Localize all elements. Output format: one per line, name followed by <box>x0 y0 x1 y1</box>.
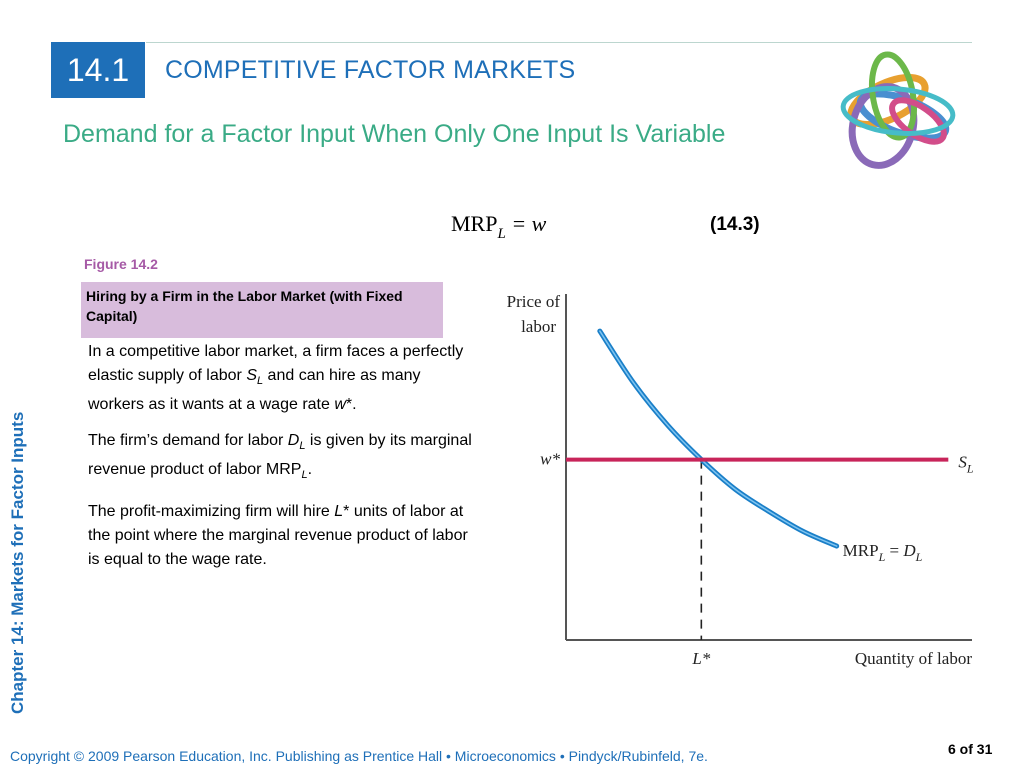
p1-text-b: and can hire as many workers as it wants… <box>88 367 421 414</box>
p1-italic-w: w <box>334 396 346 414</box>
p2-italic-d: D <box>287 432 300 450</box>
paragraph-1: In a competitive labor market, a firm fa… <box>88 340 478 417</box>
p1-text-end: *. <box>345 396 357 414</box>
p1-text-a: In a competitive labor market, a firm fa… <box>88 343 464 384</box>
figure-description: In a competitive labor market, a firm fa… <box>88 340 478 584</box>
paragraph-3: The profit-maximizing firm will hire L* … <box>88 500 478 572</box>
equation-subscript: L <box>497 226 506 242</box>
demand-label-equals: = <box>885 541 903 560</box>
p2-sub-l: L <box>299 440 306 453</box>
x-axis-label: Quantity of labor <box>855 649 972 668</box>
demand-label-mrp: MRP <box>843 541 879 560</box>
supply-label-main: S <box>958 453 967 472</box>
supply-label-sub: L <box>966 462 974 476</box>
paragraph-2: The firm’s demand for labor DL is given … <box>88 429 478 487</box>
section-number: 14.1 <box>51 42 145 98</box>
x-tick-l-star: L* <box>691 649 710 668</box>
rings-logo-icon <box>840 51 956 169</box>
p1-italic-s: S <box>246 367 257 384</box>
demand-curve-mrp-l <box>597 328 840 549</box>
slide-subtitle: Demand for a Factor Input When Only One … <box>63 120 726 148</box>
p2-text-end: . <box>307 461 313 479</box>
header-rule <box>146 42 972 43</box>
figure-caption: Hiring by a Firm in the Labor Market (wi… <box>81 282 443 338</box>
section-title: COMPETITIVE FACTOR MARKETS <box>165 56 576 84</box>
equation-lhs: MRP <box>451 211 498 236</box>
page-number: 6 of 31 <box>948 741 993 757</box>
labor-market-chart: Price of labor w* L* Quantity of labor S… <box>507 292 974 668</box>
demand-label: MRPL = DL <box>843 541 923 564</box>
demand-label-d: D <box>902 541 916 560</box>
y-axis-label-line2: labor <box>521 317 556 336</box>
equation-number: (14.3) <box>710 214 760 235</box>
footer-copyright: Copyright © 2009 Pearson Education, Inc.… <box>10 748 708 764</box>
p3-italic-l: L <box>334 502 344 520</box>
demand-curve-highlight <box>599 330 838 547</box>
chapter-title-vertical: Chapter 14: Markets for Factor Inputs <box>8 411 27 714</box>
demand-label-sub-l: L <box>878 550 886 564</box>
p2-text-a: The firm’s demand for labor <box>88 432 288 450</box>
y-axis-label-line1: Price of <box>507 292 561 311</box>
p2-sub-l2: L <box>301 469 308 482</box>
figure-label: Figure 14.2 <box>84 256 158 272</box>
demand-label-sub-l2: L <box>915 550 923 564</box>
equation: MRPL = w <box>451 211 546 243</box>
equation-rhs: = w <box>511 211 547 236</box>
p1-sub-l: L <box>256 375 264 388</box>
p3-text-b: * units of labor at the point where the … <box>88 502 468 568</box>
p2-text-b: is given by its marginal revenue product… <box>88 432 472 479</box>
y-tick-w-star: w* <box>540 450 560 469</box>
p3-text-a: The profit-maximizing firm will hire <box>88 502 335 520</box>
supply-label: SL <box>958 453 974 476</box>
